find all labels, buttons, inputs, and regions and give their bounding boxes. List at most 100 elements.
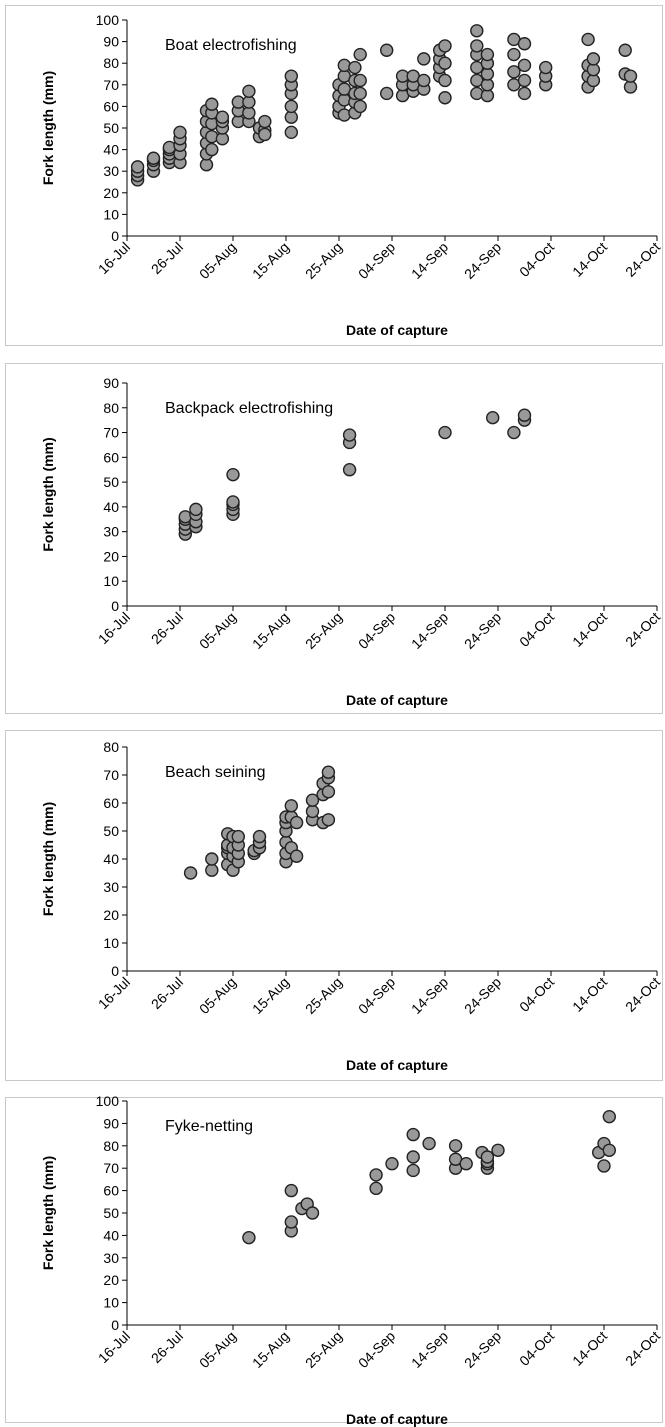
point <box>337 58 351 73</box>
point <box>438 425 452 440</box>
x-tick-label: 24-Sep <box>461 609 504 652</box>
point <box>480 1150 495 1164</box>
y-tick-label: 40 <box>103 851 119 867</box>
point <box>417 73 431 88</box>
point <box>258 127 272 142</box>
point <box>226 495 240 509</box>
x-axis-label: Date of capture <box>346 1057 448 1073</box>
x-tick-label: 04-Oct <box>516 609 557 650</box>
y-tick-label: 60 <box>103 98 119 114</box>
x-tick-label: 05-Aug <box>196 609 239 652</box>
chart-title: Fyke-netting <box>165 1118 253 1135</box>
point <box>597 1159 611 1173</box>
x-tick-label: 16-Jul <box>95 1328 133 1366</box>
x-tick-label: 14-Sep <box>408 974 451 1017</box>
point <box>305 793 320 807</box>
y-tick-label: 0 <box>111 963 119 979</box>
y-tick-label: 40 <box>103 142 119 158</box>
point <box>342 463 357 477</box>
chart-title: Backpack electrofishing <box>165 400 333 417</box>
x-tick-label: 24-Sep <box>461 239 504 282</box>
y-tick-label: 10 <box>103 1295 119 1311</box>
x-tick-label: 14-Oct <box>569 609 610 650</box>
point <box>507 425 521 440</box>
point <box>623 69 638 83</box>
panel-border <box>5 5 663 346</box>
point <box>284 799 298 813</box>
point <box>289 815 304 830</box>
x-axis-label: Date of capture <box>346 692 448 708</box>
x-tick-label: 14-Sep <box>408 609 451 652</box>
y-tick-label: 50 <box>103 823 119 839</box>
chart-panel: 0 10 20 30 40 50 60 70 80 16-Jul 26-Jul 05-Aug 15-Au… <box>5 730 663 1081</box>
point <box>205 129 219 144</box>
y-axis-label: Fork length (mm) <box>40 437 56 551</box>
point <box>252 829 267 844</box>
point <box>438 39 452 53</box>
point <box>337 108 351 122</box>
y-tick-label: 20 <box>103 548 119 564</box>
point <box>438 73 452 88</box>
x-tick-label: 04-Oct <box>516 239 557 280</box>
y-axis-label: Fork length (mm) <box>40 1156 56 1270</box>
x-tick-label: 25-Aug <box>302 1328 345 1371</box>
chart-panel: 0 10 20 30 40 50 60 70 80 90 100 16-Jul 26-Jul 05-Aug… <box>5 5 663 346</box>
x-tick-label: 04-Sep <box>355 239 398 282</box>
point <box>205 97 219 111</box>
point <box>491 1143 505 1157</box>
point <box>586 52 601 66</box>
x-tick-label: 15-Aug <box>249 609 292 652</box>
x-tick-label: 25-Aug <box>302 974 345 1017</box>
x-tick-label: 24-Sep <box>461 974 504 1017</box>
x-tick-label: 14-Sep <box>408 1328 451 1371</box>
x-tick-label: 24-Oct <box>622 609 663 650</box>
point <box>507 47 521 62</box>
y-tick-label: 60 <box>103 1183 119 1199</box>
x-tick-label: 05-Aug <box>196 1328 239 1371</box>
panel-border <box>5 730 663 1081</box>
point <box>321 765 336 779</box>
point <box>342 428 357 442</box>
point <box>348 60 362 75</box>
point <box>380 43 394 57</box>
y-tick-label: 0 <box>111 598 119 614</box>
y-tick-label: 100 <box>96 12 120 28</box>
x-tick-label: 25-Aug <box>302 239 345 282</box>
x-tick-label: 26-Jul <box>148 1328 186 1366</box>
y-tick-label: 0 <box>111 228 119 244</box>
x-tick-label: 05-Aug <box>196 239 239 282</box>
y-tick-label: 30 <box>103 1250 119 1266</box>
x-tick-label: 15-Aug <box>249 974 292 1017</box>
y-tick-label: 70 <box>103 77 119 93</box>
y-tick-label: 60 <box>103 795 119 811</box>
point <box>146 151 161 165</box>
point <box>517 58 532 73</box>
chart-panel: 0 10 20 30 40 50 60 70 80 90 16-Jul 26-Jul 05-Aug 15-… <box>5 363 663 714</box>
point <box>602 1143 616 1157</box>
point <box>417 52 431 66</box>
x-tick-label: 14-Oct <box>569 1328 610 1369</box>
point <box>231 829 246 844</box>
y-tick-label: 90 <box>103 1115 119 1131</box>
point <box>189 502 203 517</box>
point <box>448 1139 463 1153</box>
point <box>226 467 240 482</box>
y-tick-label: 80 <box>103 1138 119 1154</box>
point <box>406 1127 420 1142</box>
y-tick-label: 70 <box>103 425 119 441</box>
point <box>422 1136 436 1151</box>
y-tick-label: 20 <box>103 907 119 923</box>
point <box>406 1163 420 1178</box>
y-tick-label: 30 <box>103 524 119 540</box>
point <box>380 86 394 101</box>
x-tick-label: 24-Oct <box>622 239 663 280</box>
chart-title: Beach seining <box>165 764 266 781</box>
x-tick-label: 04-Oct <box>516 1328 557 1369</box>
point <box>459 1157 473 1171</box>
y-tick-label: 80 <box>103 55 119 71</box>
point <box>130 160 145 174</box>
x-tick-label: 14-Oct <box>569 239 610 280</box>
y-tick-label: 20 <box>103 185 119 201</box>
x-tick-label: 16-Jul <box>95 609 133 647</box>
